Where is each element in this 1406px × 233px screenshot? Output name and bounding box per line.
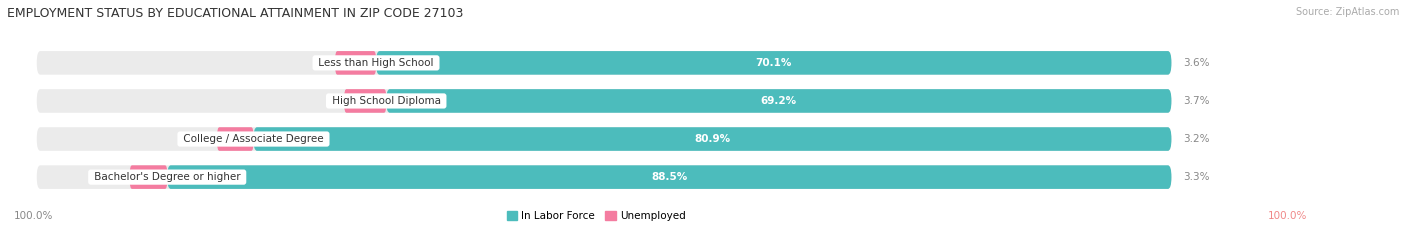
Text: Less than High School: Less than High School <box>315 58 437 68</box>
FancyBboxPatch shape <box>217 127 253 151</box>
FancyBboxPatch shape <box>344 89 387 113</box>
FancyBboxPatch shape <box>129 165 167 189</box>
Text: 70.1%: 70.1% <box>755 58 792 68</box>
Text: 88.5%: 88.5% <box>651 172 688 182</box>
FancyBboxPatch shape <box>167 165 1171 189</box>
FancyBboxPatch shape <box>253 127 1171 151</box>
FancyBboxPatch shape <box>375 51 1171 75</box>
Text: 3.7%: 3.7% <box>1182 96 1209 106</box>
Text: 3.3%: 3.3% <box>1182 172 1209 182</box>
FancyBboxPatch shape <box>37 165 1171 189</box>
Text: Bachelor's Degree or higher: Bachelor's Degree or higher <box>91 172 243 182</box>
FancyBboxPatch shape <box>37 51 1171 75</box>
FancyBboxPatch shape <box>387 89 1171 113</box>
Text: 80.9%: 80.9% <box>695 134 731 144</box>
Text: 3.6%: 3.6% <box>1182 58 1209 68</box>
Text: 100.0%: 100.0% <box>14 211 53 221</box>
Text: High School Diploma: High School Diploma <box>329 96 444 106</box>
FancyBboxPatch shape <box>335 51 375 75</box>
FancyBboxPatch shape <box>37 89 1171 113</box>
Text: 69.2%: 69.2% <box>761 96 797 106</box>
Text: Source: ZipAtlas.com: Source: ZipAtlas.com <box>1295 7 1399 17</box>
FancyBboxPatch shape <box>37 127 1171 151</box>
Text: 3.2%: 3.2% <box>1182 134 1209 144</box>
Text: College / Associate Degree: College / Associate Degree <box>180 134 328 144</box>
Text: 100.0%: 100.0% <box>1268 211 1308 221</box>
Legend: In Labor Force, Unemployed: In Labor Force, Unemployed <box>506 211 686 221</box>
Text: EMPLOYMENT STATUS BY EDUCATIONAL ATTAINMENT IN ZIP CODE 27103: EMPLOYMENT STATUS BY EDUCATIONAL ATTAINM… <box>7 7 464 20</box>
